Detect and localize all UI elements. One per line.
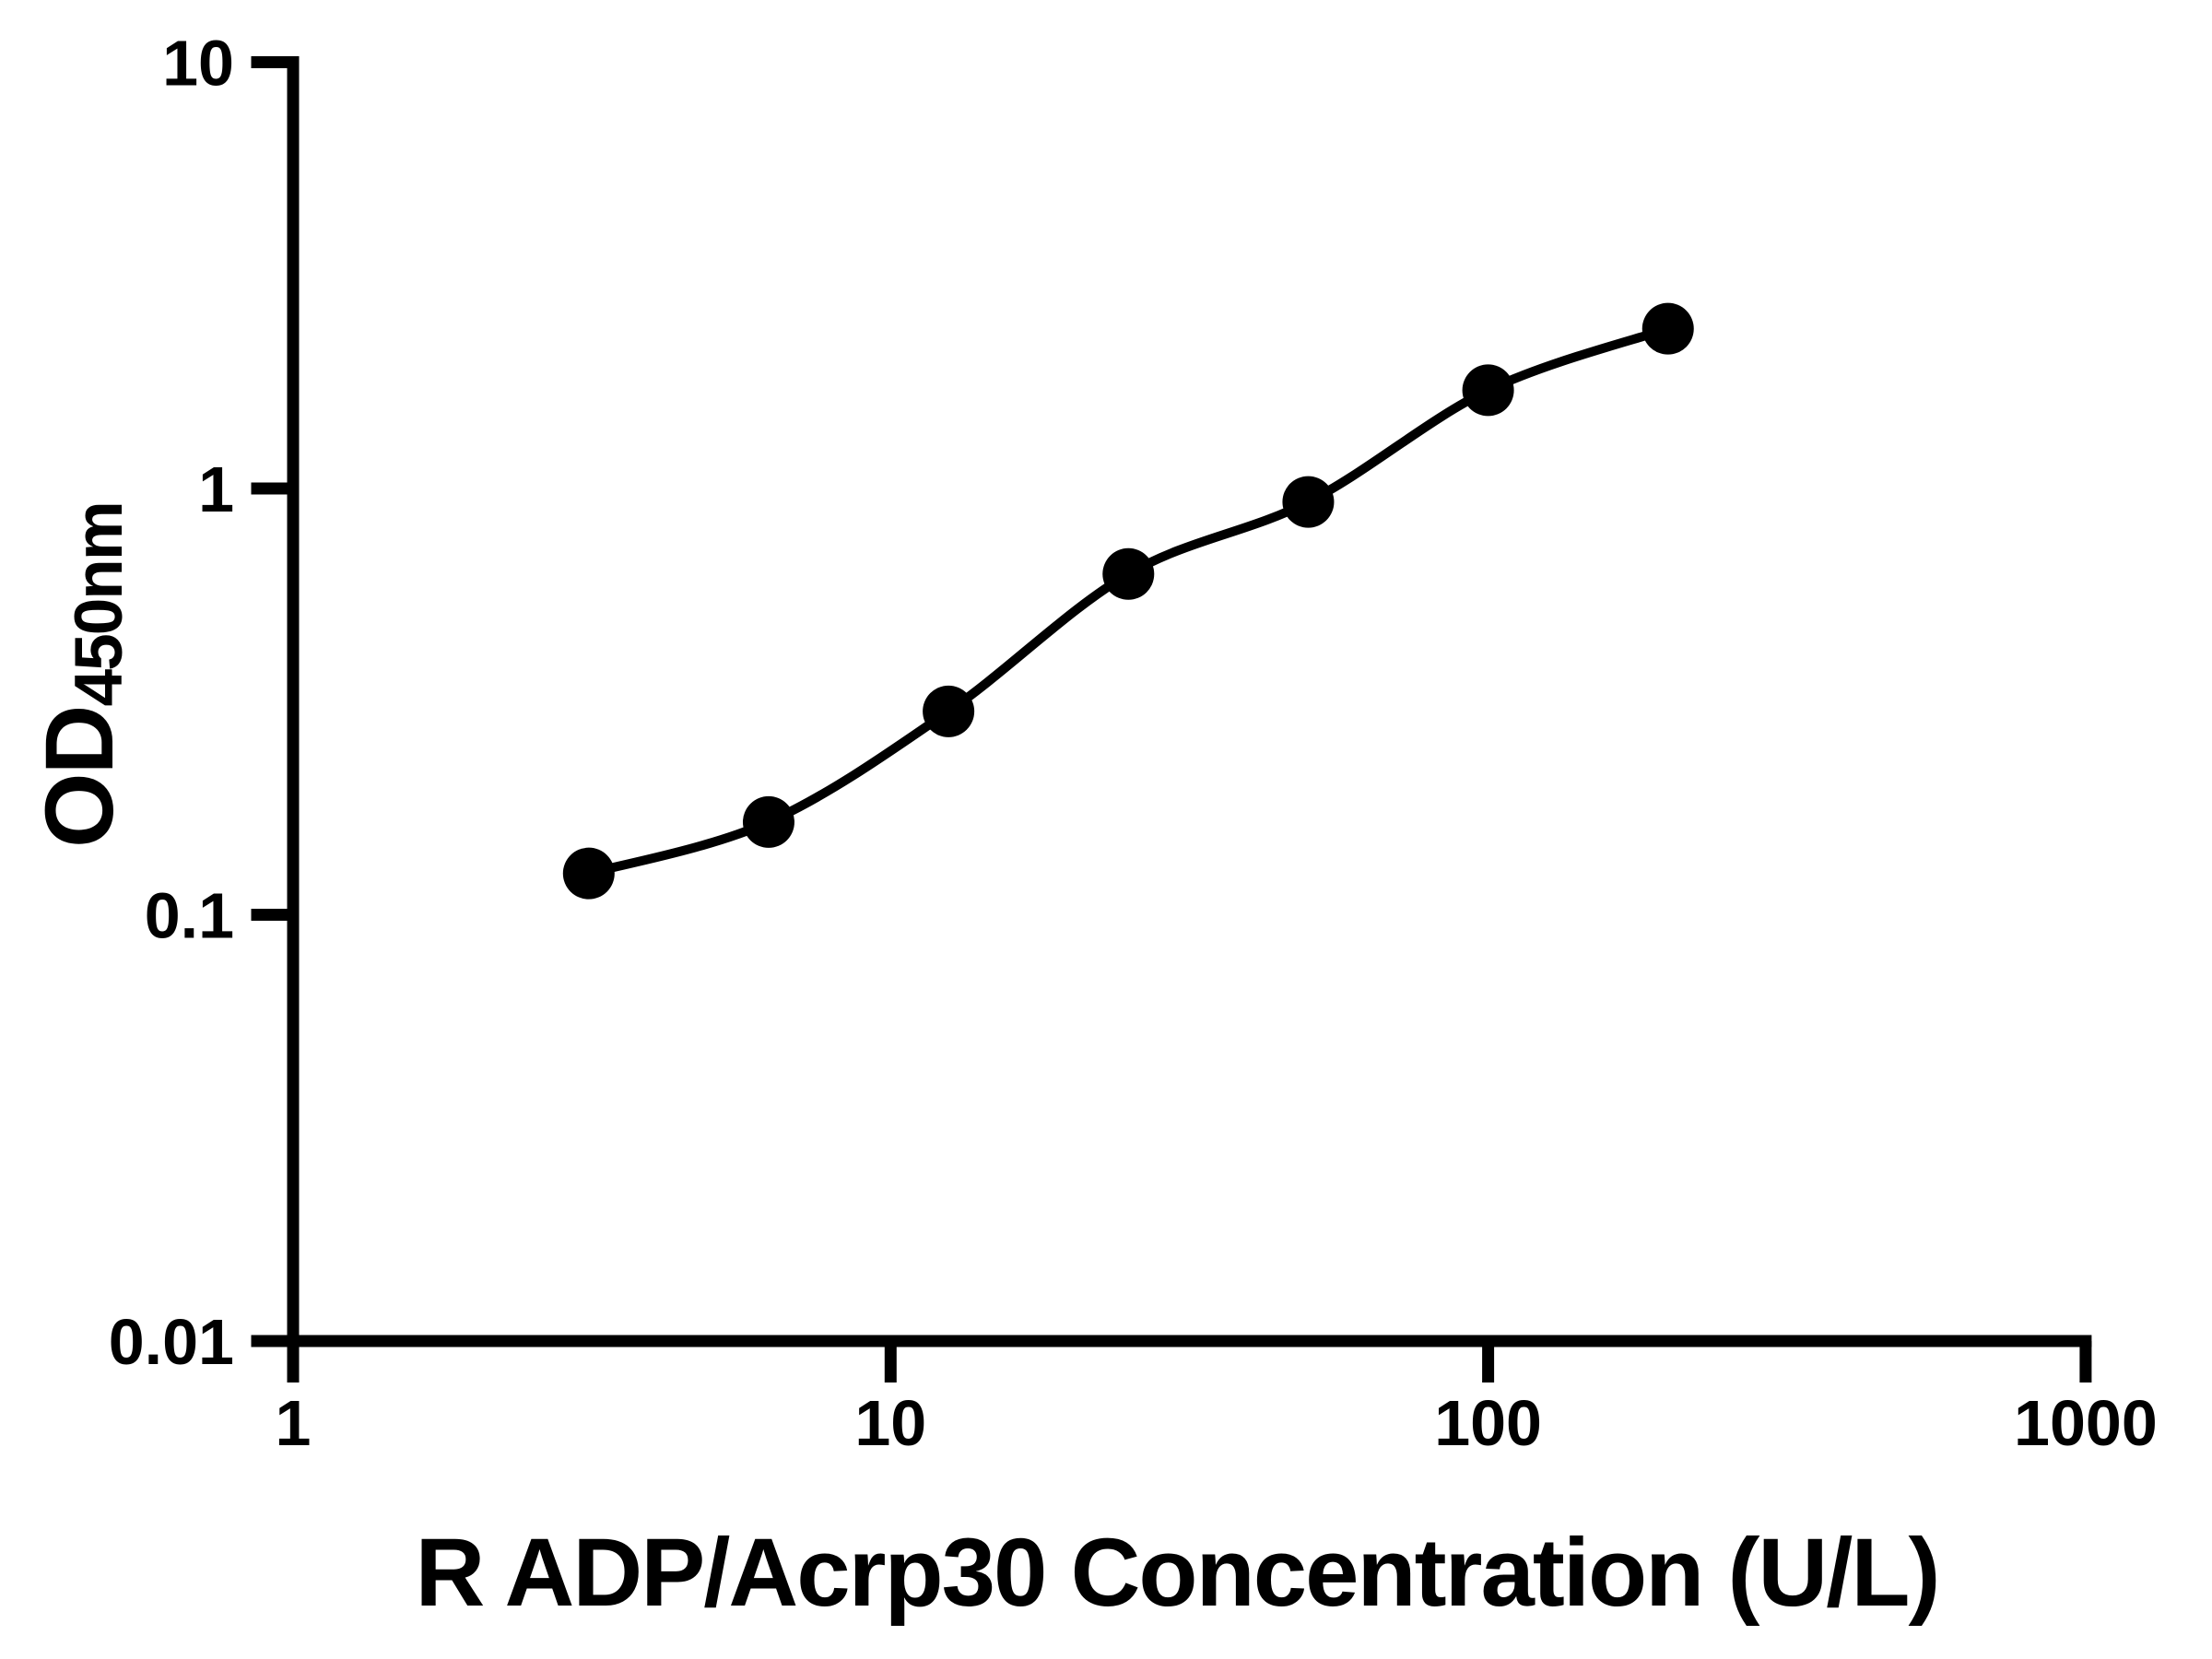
y-tick-label-1: 1 (198, 453, 234, 525)
x-tick-label-1000: 1000 (2014, 1387, 2158, 1459)
data-point-x3.125 (562, 847, 615, 900)
x-axis-title: R ADP/Acrp30 Concentration (U/L) (415, 1519, 1938, 1627)
data-point-x6.25 (742, 795, 794, 848)
y-axis-title-sub: 450nm (62, 502, 136, 706)
y-tick-label-0.1: 0.1 (145, 880, 234, 952)
data-point-x25 (1102, 547, 1155, 600)
x-tick-label-1: 1 (276, 1387, 312, 1459)
curve-path-standard-curve (587, 324, 1670, 878)
y-axis-title-main: OD (26, 707, 134, 849)
y-axis-title: OD450nm (26, 502, 136, 848)
chart-plot-area: 10 1 0.1 0.01 1 10 100 1000 (109, 28, 2158, 1460)
data-point-x12.5 (923, 685, 975, 737)
x-tick-label-100: 100 (1434, 1387, 1542, 1459)
y-tick-label-0.01: 0.01 (109, 1306, 234, 1378)
data-point-x100 (1462, 364, 1514, 417)
x-tick-label-10: 10 (854, 1387, 926, 1459)
data-point-x200 (1641, 302, 1694, 355)
data-point-x50 (1282, 476, 1335, 528)
y-tick-label-10: 10 (162, 28, 234, 100)
